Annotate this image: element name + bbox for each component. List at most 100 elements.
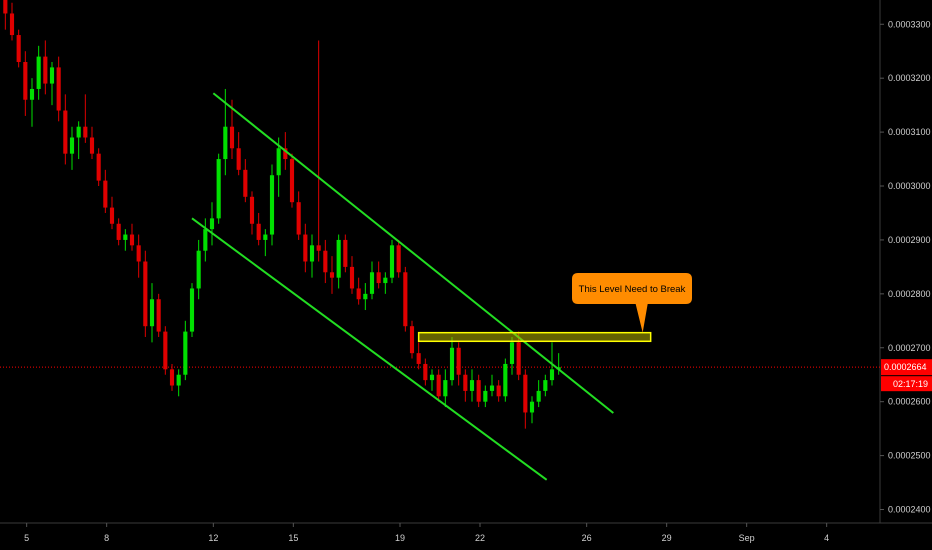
candle-body [256,223,261,240]
candle-body [429,374,435,381]
candle-body [9,13,15,36]
candle-body [56,67,61,111]
candle-body [389,245,395,278]
candle-body [196,250,201,289]
candle-body [336,239,341,278]
price-tick-label: 0.0002900 [888,235,931,245]
candle-body [469,380,475,391]
candle-body [223,126,228,160]
candle-body [283,148,288,160]
time-tick-label: 29 [662,533,672,543]
countdown-text: 02:17:19 [893,379,928,389]
time-tick-label: 19 [395,533,405,543]
candle-body [349,266,355,289]
price-tick-label: 0.0002800 [888,289,931,299]
time-tick-label: 5 [24,533,29,543]
price-tick-label: 0.0003300 [888,19,931,29]
candle-body [29,88,35,100]
candle-body [483,390,488,402]
countdown-badge [881,376,932,392]
candle-body [149,299,155,327]
candle-body [289,159,295,203]
candle-body [509,342,515,364]
candle-body [549,369,555,381]
candle-body [523,374,528,413]
time-tick-label: 15 [288,533,298,543]
candle-body [203,229,208,251]
candle-body [409,326,415,354]
candle-body [396,245,401,273]
price-tick-label: 0.0003000 [888,181,931,191]
drawings: This Level Need to Break [191,92,692,481]
candle-body [543,380,548,391]
time-tick-label: 8 [104,533,109,543]
candle-body [269,175,275,235]
candle-body [136,245,141,262]
candle-body [463,374,468,391]
candle-body [536,390,541,402]
candle-body [176,374,181,386]
candle-body [83,126,88,138]
resistance-zone [417,331,652,343]
time-axis[interactable]: 5 8 12 15 19 22 26 29 Sep 4 [24,523,829,543]
channel-upper-line [212,92,614,414]
channel-lower-line [191,217,548,481]
candle-body [3,0,8,14]
candle-body [209,218,215,230]
callout-bubble [572,273,692,333]
candle-body [303,234,308,262]
candle-body [489,385,495,391]
candle-body [216,159,221,219]
price-tick-label: 0.0002700 [888,343,931,353]
candle-body [456,347,461,375]
candle-body [116,223,121,240]
candle-body [363,293,368,300]
price-tick-label: 0.0002600 [888,397,931,407]
candle-body [109,207,115,224]
last-price-text: 0.0002664 [884,362,927,372]
candle-body [296,202,301,235]
candle-body [169,369,175,386]
time-tick-label: 26 [582,533,592,543]
candle-body [189,288,195,332]
time-tick-label: Sep [739,533,755,543]
candle-body [96,153,101,181]
candle-body [443,380,448,397]
candle-body [263,234,268,240]
candle-body [76,126,81,138]
candle-body [343,239,348,267]
price-labels: 0.0002664 02:17:19 [881,359,932,392]
candle-body [369,272,375,294]
candle-body [403,272,408,327]
callout-text: This Level Need to Break [579,284,686,295]
candle-body [249,196,255,224]
candle-body [416,353,421,364]
candle-body [449,347,455,381]
candle-body [63,110,68,154]
candle-body [143,261,148,327]
candle-body [356,288,361,300]
time-tick-label: 4 [824,533,829,543]
candle-body [183,331,188,375]
candle-body [103,180,108,208]
candle-body [43,56,48,84]
price-tick-label: 0.0002400 [888,505,931,515]
last-price-badge [881,359,932,376]
candle-body [376,272,381,284]
candle-body [423,363,428,381]
candle-body [516,342,521,375]
candle-body [496,385,501,397]
candle-body [156,299,161,332]
candle-body [476,380,481,402]
candle-body [229,126,235,149]
candle-body [89,137,95,154]
candle-body [123,234,128,240]
time-tick-label: 12 [208,533,218,543]
candle-body [503,363,508,397]
candle-body [383,277,388,284]
candle-body [236,148,241,170]
candles [3,0,561,429]
candle-body [23,62,28,100]
price-axis[interactable]: 0.0003300 0.0003200 0.0003100 0.0003000 0.00… [880,19,931,515]
